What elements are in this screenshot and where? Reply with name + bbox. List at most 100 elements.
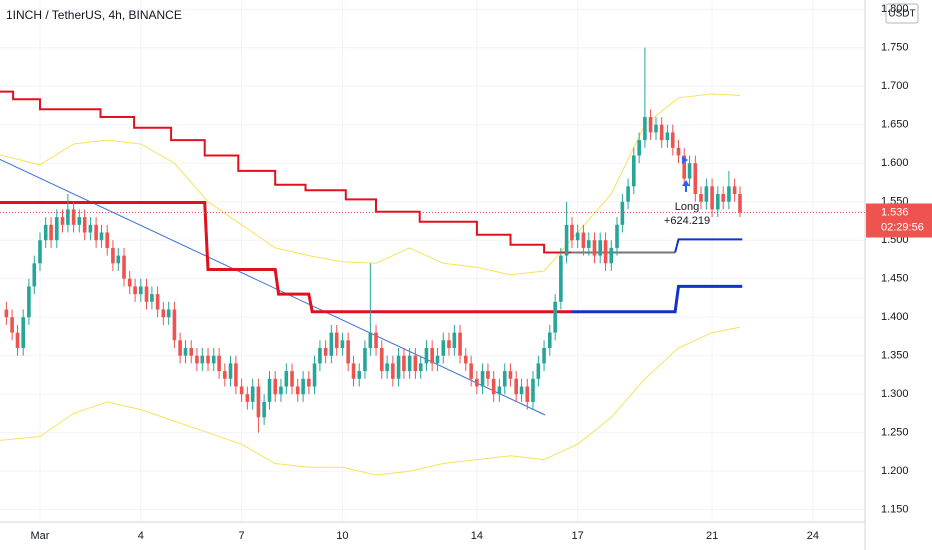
candle-body: [105, 232, 110, 248]
candle-body: [111, 247, 115, 264]
candle-body: [195, 355, 199, 364]
candle-body: [430, 348, 434, 364]
candle-body: [94, 224, 98, 241]
candle-body: [547, 332, 552, 348]
candle-body: [351, 363, 356, 379]
overlays: [0, 90, 743, 476]
candle-body: [66, 209, 70, 225]
candle-body: [340, 340, 345, 348]
currency-box[interactable]: [885, 3, 919, 24]
candle-body: [643, 117, 647, 141]
candle-body: [458, 332, 462, 356]
y-tick-label: 1.150: [881, 504, 909, 516]
candle-body: [475, 378, 479, 387]
candle-body: [738, 194, 742, 213]
candle-body: [486, 371, 490, 379]
candle-body: [396, 355, 401, 379]
candle-body: [693, 163, 698, 195]
candle-body: [570, 224, 574, 241]
candle-body: [178, 340, 182, 356]
candle-body: [172, 309, 177, 341]
candle-body: [323, 348, 328, 356]
candle-body: [413, 355, 418, 372]
candle-body: [531, 378, 535, 402]
candle-body: [71, 209, 76, 225]
candle-body: [32, 263, 37, 287]
candle-body: [88, 224, 93, 233]
x-tick-label: 4: [138, 530, 144, 542]
y-tick-label: 1.350: [881, 350, 909, 362]
long-arrow: [682, 180, 690, 192]
candle-body: [312, 363, 317, 387]
candle-body: [346, 340, 350, 364]
x-tick-label: 10: [336, 530, 348, 542]
candle-body: [239, 386, 244, 395]
candle-body: [228, 363, 233, 379]
candle-body: [407, 355, 412, 372]
candle-body: [592, 240, 597, 256]
candle-body: [211, 355, 216, 364]
candle-body: [21, 317, 25, 348]
candle-body: [626, 186, 630, 202]
currency-label[interactable]: USDT: [888, 9, 915, 20]
y-tick-label: 1.800: [881, 3, 909, 15]
candle-body: [267, 378, 272, 402]
candle-body: [60, 217, 65, 225]
candle-body: [502, 371, 507, 387]
x-tick-label: Mar: [31, 530, 50, 542]
candle-body: [15, 332, 20, 348]
candle-body: [581, 232, 586, 248]
candle-body: [564, 224, 569, 256]
indicator-line: [0, 158, 546, 416]
candle-body: [99, 232, 104, 241]
candle-body: [206, 355, 210, 364]
candle-body: [559, 255, 563, 302]
candle-body: [424, 348, 429, 364]
candle-body: [480, 371, 485, 387]
x-tick-label: 21: [706, 530, 718, 542]
last-price-box: [866, 203, 932, 238]
candle-body: [609, 247, 614, 264]
candle-body: [586, 240, 591, 248]
candle-body: [250, 386, 255, 402]
candle-body: [290, 371, 294, 387]
last-price-label: 1.536: [881, 206, 909, 218]
candle-body: [27, 286, 31, 318]
candle-body: [139, 286, 143, 295]
candle-body: [385, 363, 389, 372]
y-tick-label: 1.750: [881, 42, 909, 54]
candle-body: [508, 371, 513, 379]
candle-body: [732, 186, 737, 195]
y-tick-label: 1.300: [881, 388, 909, 400]
candle-body: [525, 386, 530, 402]
candle-body: [497, 386, 502, 395]
countdown-label: 02:29:56: [881, 221, 924, 233]
candle-body: [710, 186, 714, 210]
candle-body: [49, 224, 53, 241]
x-tick-label: 7: [239, 530, 245, 542]
candle-body: [307, 378, 311, 387]
candle-body: [273, 378, 278, 395]
candle-body: [166, 309, 171, 318]
candle-body: [379, 348, 384, 372]
candle-body: [542, 348, 546, 364]
y-tick-label: 1.600: [881, 157, 909, 169]
y-tick-label: 1.200: [881, 465, 909, 477]
indicator-line: [674, 238, 743, 253]
candle-body: [716, 194, 720, 210]
candle-body: [10, 317, 14, 333]
candle-body: [122, 255, 126, 279]
candle-body: [38, 240, 42, 264]
candle-body: [43, 224, 48, 241]
candle-body: [150, 294, 154, 302]
candle-body: [631, 155, 636, 187]
candle-body: [620, 201, 625, 225]
candle-body: [256, 386, 261, 418]
candle-body: [284, 371, 289, 387]
candle-body: [133, 286, 137, 295]
candle-body: [368, 332, 373, 348]
annotation-value: +624.219: [664, 215, 710, 227]
candle-body: [77, 217, 82, 225]
y-tick-label: 1.450: [881, 273, 909, 285]
